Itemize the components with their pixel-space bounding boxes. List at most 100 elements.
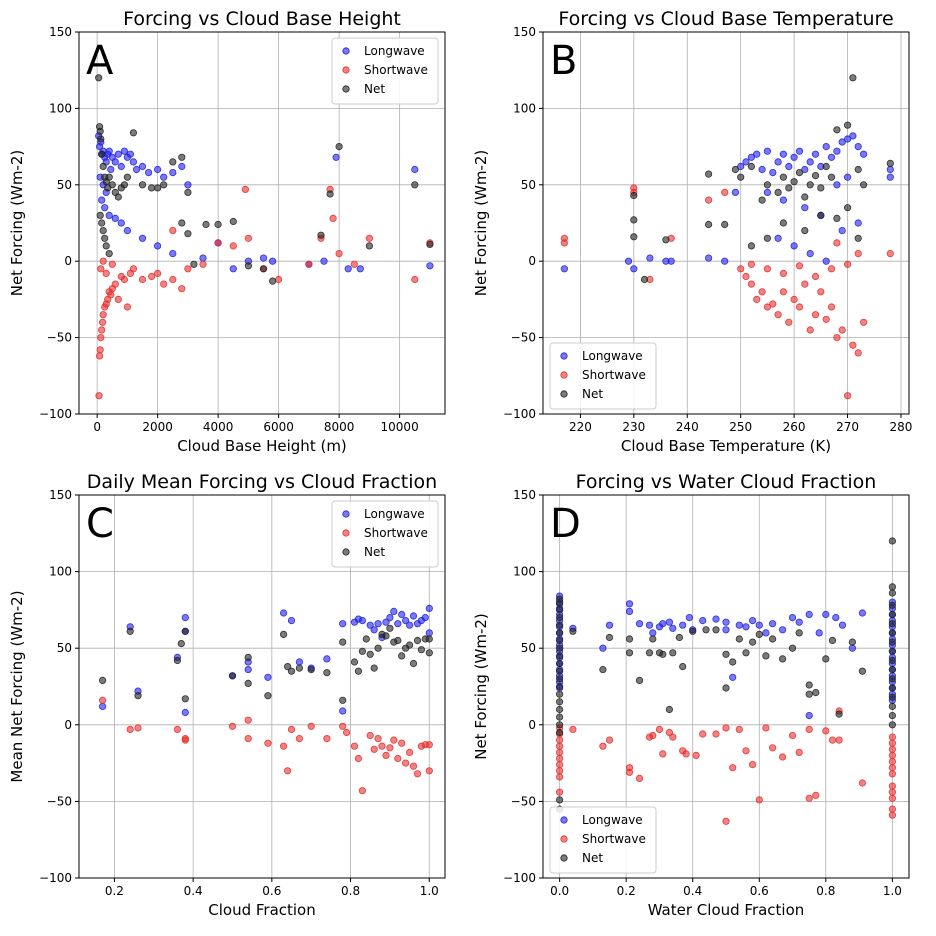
x-tick-label: 2000 — [142, 420, 173, 434]
data-point-longwave — [405, 621, 414, 629]
data-point-longwave — [833, 181, 841, 189]
y-axis-label: Net Forcing (Wm-2) — [472, 613, 490, 760]
data-point-net — [181, 627, 189, 635]
data-point-longwave — [630, 265, 638, 273]
data-point-net — [555, 652, 564, 660]
data-point-net — [555, 690, 564, 698]
y-tick-label: 50 — [521, 178, 536, 192]
x-axis-label: Water Cloud Fraction — [648, 901, 805, 919]
data-point-longwave — [645, 621, 654, 629]
data-point-shortwave — [833, 333, 841, 342]
data-point-net — [788, 644, 797, 652]
legend-label-shortwave: Shortwave — [364, 526, 428, 540]
data-point-longwave — [763, 147, 772, 155]
data-point-longwave — [790, 153, 798, 161]
data-point-longwave — [801, 165, 809, 174]
x-tick-label: 0.6 — [262, 884, 281, 898]
data-point-net — [801, 227, 809, 235]
data-point-shortwave — [729, 764, 737, 772]
data-point-net — [358, 647, 366, 655]
data-point-net — [283, 662, 292, 671]
data-point-longwave — [560, 265, 569, 273]
data-point-net — [811, 172, 820, 180]
data-point-longwave — [169, 250, 177, 258]
y-tick-label: −100 — [39, 871, 72, 885]
data-point-longwave — [731, 188, 740, 196]
legend-marker-shortwave — [342, 66, 350, 74]
data-point-net — [785, 184, 793, 192]
data-point-longwave — [755, 621, 763, 629]
data-point-net — [822, 162, 830, 171]
data-point-longwave — [843, 173, 852, 181]
data-point-net — [555, 682, 564, 691]
data-point-net — [805, 690, 813, 698]
y-tick-label: 0 — [528, 718, 536, 732]
legend-label-longwave: Longwave — [364, 44, 425, 58]
data-point-longwave — [264, 673, 272, 681]
data-point-shortwave — [366, 731, 374, 740]
data-point-net — [362, 635, 370, 643]
data-point-net — [374, 644, 382, 652]
data-point-longwave — [107, 165, 115, 174]
data-point-net — [843, 121, 852, 129]
data-point-longwave — [382, 618, 390, 626]
y-tick-label: 100 — [49, 101, 72, 115]
data-point-net — [645, 649, 654, 657]
data-point-longwave — [635, 620, 644, 628]
data-point-shortwave — [635, 774, 644, 783]
data-point-net — [173, 656, 181, 665]
data-point-shortwave — [244, 716, 252, 724]
data-point-net — [555, 621, 564, 629]
data-point-net — [679, 662, 687, 671]
data-point-longwave — [758, 165, 766, 174]
data-point-net — [835, 710, 843, 718]
data-point-shortwave — [779, 288, 788, 296]
data-point-net — [114, 193, 122, 201]
data-point-net — [229, 217, 237, 226]
data-point-longwave — [390, 607, 398, 616]
data-point-shortwave — [382, 751, 390, 760]
data-point-longwave — [120, 147, 129, 155]
data-point-longwave — [811, 150, 820, 158]
panel-D: 0.0 0.2 0.4 0.6 0.8 1.0 −100 −50 0 50 100 150 Forcin… — [472, 471, 910, 919]
data-point-shortwave — [790, 295, 798, 303]
data-point-shortwave — [763, 265, 772, 273]
series-net — [95, 74, 434, 285]
data-point-longwave — [332, 153, 340, 161]
data-point-longwave — [178, 162, 186, 171]
data-point-net — [888, 647, 897, 655]
data-point-shortwave — [323, 734, 331, 743]
data-point-net — [555, 713, 564, 721]
data-point-longwave — [805, 711, 813, 720]
data-point-net — [817, 184, 825, 192]
data-point-shortwave — [827, 265, 836, 273]
data-point-shortwave — [605, 736, 614, 744]
data-point-net — [888, 721, 897, 729]
data-point-net — [339, 638, 347, 646]
legend: Longwave Shortwave Net — [549, 806, 657, 874]
x-tick-label: 6000 — [263, 420, 294, 434]
x-tick-label: 1.0 — [420, 884, 439, 898]
data-point-shortwave — [888, 805, 897, 813]
data-point-longwave — [838, 621, 847, 629]
y-tick-label: 50 — [57, 641, 72, 655]
data-point-net — [99, 676, 107, 685]
panel-A: 0 2000 4000 6000 8000 10000 −100 −50 0 50 100 150 Fo… — [8, 8, 446, 455]
data-point-longwave — [763, 188, 772, 196]
data-point-shortwave — [748, 760, 757, 769]
data-point-net — [702, 626, 710, 634]
data-point-net — [555, 629, 564, 637]
data-point-net — [762, 652, 770, 660]
panel-C: 0.2 0.4 0.6 0.8 1.0 −100 −50 0 50 100 150 Daily Mea… — [8, 471, 446, 919]
data-point-shortwave — [279, 742, 288, 750]
data-point-shortwave — [849, 341, 857, 349]
legend: Longwave Shortwave Net — [331, 500, 439, 568]
data-point-shortwave — [838, 326, 846, 334]
data-point-longwave — [769, 169, 777, 177]
data-point-shortwave — [858, 779, 867, 787]
data-point-longwave — [753, 150, 761, 158]
panel-title: Forcing vs Water Cloud Fraction — [576, 471, 877, 493]
x-tick-label: 10000 — [381, 420, 419, 434]
y-tick-label: −50 — [47, 794, 72, 808]
